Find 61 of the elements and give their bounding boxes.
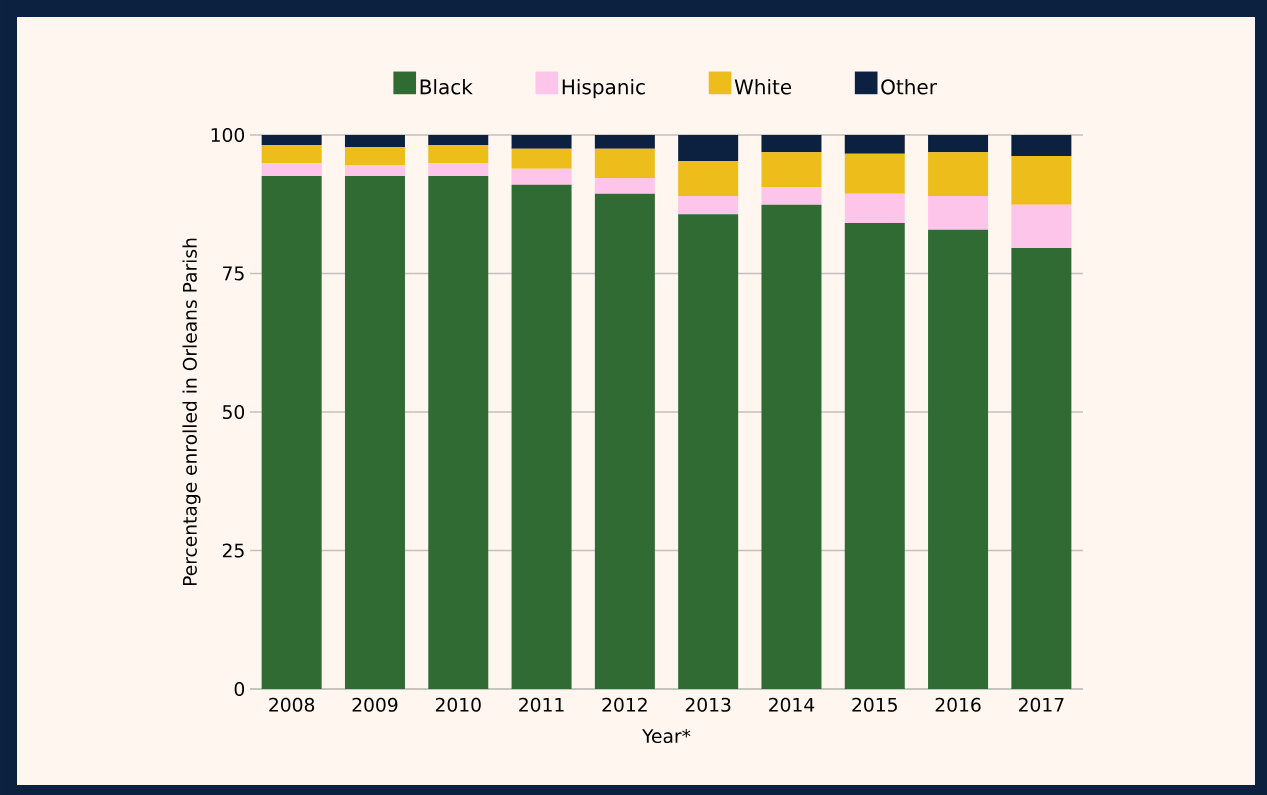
bar: [761, 134, 822, 153]
bar: [844, 193, 905, 224]
x-tick-label: 2012: [602, 697, 647, 712]
legend-label: Black: [420, 78, 473, 95]
legend-label: White: [734, 78, 792, 95]
bar: [761, 187, 822, 205]
legend-label: Other: [881, 78, 937, 95]
bar: [761, 204, 822, 689]
bar: [928, 134, 989, 153]
bar: [1011, 204, 1072, 248]
bar: [594, 193, 655, 689]
bar: [428, 163, 489, 176]
bar: [678, 214, 739, 689]
bar: [428, 175, 489, 689]
y-tick-label: 75: [223, 266, 244, 281]
bar: [511, 184, 572, 689]
bar: [511, 134, 572, 149]
x-tick-label: 2015: [852, 697, 897, 712]
bar: [1011, 156, 1072, 205]
bar: [1011, 134, 1072, 157]
bar: [928, 195, 989, 230]
bar: [511, 168, 572, 185]
bar: [678, 134, 739, 162]
y-tick-label: 0: [234, 681, 245, 697]
bar: [344, 164, 405, 176]
x-tick-label: 2017: [1018, 697, 1064, 712]
bar: [428, 144, 489, 164]
y-tick-label: 50: [222, 404, 245, 420]
x-tick-label: 2010: [435, 697, 481, 712]
y-axis-title: Percentage enrolled in Orleans Parish: [182, 238, 201, 586]
bar: [261, 134, 322, 145]
bar: [844, 153, 905, 194]
bar: [428, 134, 489, 145]
x-tick-label: 2014: [769, 697, 815, 712]
x-tick-label: 2013: [685, 697, 731, 712]
bar: [261, 144, 322, 164]
bar: [761, 152, 822, 188]
bar: [594, 148, 655, 179]
bar: [511, 148, 572, 169]
bar: [261, 175, 322, 689]
x-tick-label: 2008: [269, 697, 315, 712]
bar: [261, 163, 322, 176]
legend-label: Hispanic: [562, 78, 645, 99]
bar: [344, 147, 405, 165]
y-tick-label: 25: [222, 543, 244, 558]
x-tick-label: 2011: [519, 697, 564, 712]
bar: [344, 175, 405, 689]
bar: [594, 134, 655, 149]
bar: [844, 134, 905, 154]
bar: [594, 178, 655, 194]
bar: [1011, 248, 1072, 689]
x-axis-title: Year*: [642, 728, 691, 744]
bar: [344, 134, 405, 148]
bar: [678, 195, 739, 215]
bar: [844, 223, 905, 689]
y-tick-label: 100: [211, 127, 245, 143]
bar: [928, 229, 989, 689]
bar: [678, 161, 739, 196]
x-tick-label: 2016: [935, 697, 981, 712]
x-tick-label: 2009: [352, 697, 398, 712]
bar: [928, 152, 989, 196]
